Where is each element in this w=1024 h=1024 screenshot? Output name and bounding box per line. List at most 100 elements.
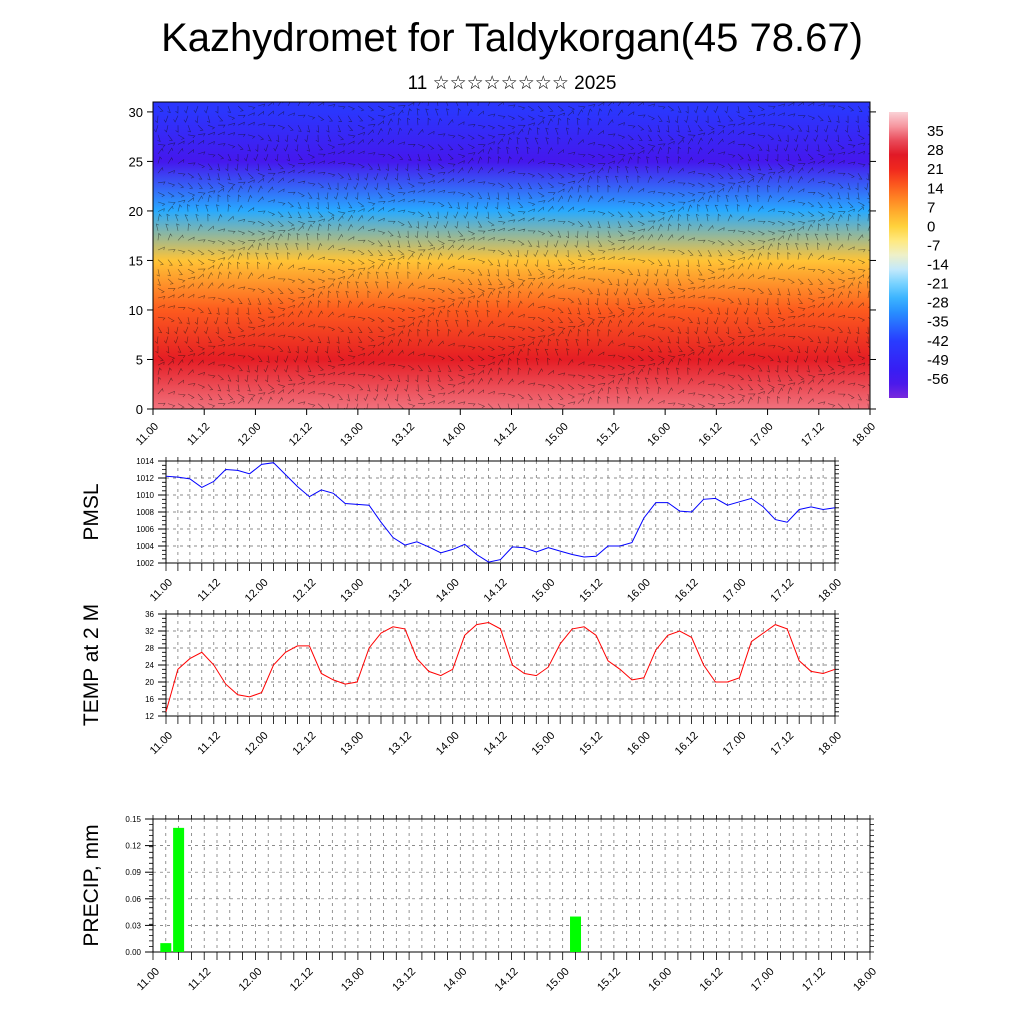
x-tick-label: 13.12 <box>386 730 414 758</box>
x-tick-label: 17.00 <box>721 730 749 758</box>
colorbar-label: -7 <box>927 237 940 254</box>
precip-bar <box>173 827 185 952</box>
colorbar-label: 21 <box>927 161 944 178</box>
x-tick-label: 13.00 <box>338 730 366 758</box>
x-tick-label: 11.00 <box>135 966 162 993</box>
x-tick-label: 13.00 <box>338 421 366 449</box>
wind-barb-row <box>157 136 870 153</box>
x-tick-label: 14.00 <box>441 966 469 994</box>
y-tick-label: 0.09 <box>125 868 141 877</box>
y-tick-label: 0.00 <box>125 948 141 957</box>
y-axis-label: TEMP at 2 M <box>80 604 103 726</box>
x-tick-label: 12.00 <box>237 966 265 994</box>
x-tick-label: 16.12 <box>673 577 701 605</box>
y-tick-label: 0.15 <box>125 815 141 824</box>
colorbar-label: 7 <box>927 199 935 216</box>
wind-barb-row <box>154 107 870 124</box>
x-tick-label: 16.12 <box>698 966 726 994</box>
colorbar-label: -14 <box>927 257 949 274</box>
x-tick-label: 16.00 <box>645 421 673 449</box>
wind-barb-row <box>157 146 870 162</box>
wind-barb-row <box>157 367 870 383</box>
wind-barb-row <box>155 223 870 239</box>
precip-bar <box>570 916 582 952</box>
y-tick-label: 36 <box>145 610 154 619</box>
x-tick-label: 17.00 <box>721 577 749 605</box>
x-tick-label: 11.12 <box>185 421 212 448</box>
x-tick-label: 17.12 <box>768 577 796 605</box>
y-tick-label: 10 <box>129 303 143 318</box>
colorbar-label: 0 <box>927 218 935 235</box>
y-tick-label: 1002 <box>136 559 154 568</box>
axis-ticks <box>162 457 839 571</box>
x-tick-label: 12.12 <box>291 730 319 758</box>
y-tick-label: 1012 <box>136 474 154 483</box>
wind-barb-row <box>157 251 870 268</box>
y-tick-label: 24 <box>145 661 154 670</box>
wind-barb-row <box>157 309 870 325</box>
y-tick-label: 1014 <box>136 457 154 466</box>
y-tick-label: 1010 <box>136 491 154 500</box>
x-tick-label: 11.00 <box>148 577 175 604</box>
x-tick-label: 17.12 <box>799 421 827 449</box>
wind-barb-row <box>157 165 870 181</box>
y-tick-label: 32 <box>145 627 154 636</box>
x-tick-label: 15.00 <box>529 577 557 605</box>
x-tick-label: 13.12 <box>390 966 418 994</box>
colorbar-label: 28 <box>927 142 944 159</box>
wind-barb-row <box>157 376 870 393</box>
x-tick-label: 17.00 <box>748 421 776 449</box>
wind-barb-row <box>157 232 870 248</box>
x-tick-label: 14.12 <box>482 577 510 605</box>
y-tick-label: 1006 <box>136 525 154 534</box>
x-tick-label: 17.00 <box>749 966 777 994</box>
wind-barb-row <box>155 338 870 354</box>
precip-panel: 0.00 0.03 0.06 0.09 0.12 0.15 11.00 11.12 12.00 1… <box>80 815 879 994</box>
wind-barb-row <box>157 175 869 191</box>
y-axis-label: PRECIP, mm <box>80 824 103 946</box>
wind-barb-row <box>157 194 870 210</box>
wind-barb-row <box>157 319 869 335</box>
series-line <box>165 621 836 712</box>
chart-subtitle: 11 ☆☆☆☆☆☆☆☆ 2025 <box>407 73 617 94</box>
x-tick-label: 11.12 <box>186 966 213 993</box>
y-tick-label: 0.12 <box>125 842 141 851</box>
temperature-cross-section: 0 5 10 15 20 25 30 11.00 11.12 12.00 12.12 13.00 13.… <box>129 101 878 449</box>
y-tick-label: 0.03 <box>125 921 141 930</box>
colorbar-label: -21 <box>927 276 949 293</box>
wind-barb-row <box>157 299 870 316</box>
y-tick-label: 1004 <box>136 542 154 551</box>
wind-barb-row <box>157 271 870 287</box>
y-tick-label: 15 <box>129 253 143 268</box>
y-tick-label: 16 <box>145 695 154 704</box>
x-tick-label: 15.00 <box>544 966 572 994</box>
x-tick-label: 15.12 <box>577 730 605 758</box>
colorbar-label: 35 <box>927 123 944 140</box>
y-tick-label: 30 <box>129 105 143 120</box>
x-tick-label: 15.00 <box>529 730 557 758</box>
x-tick-label: 16.12 <box>697 421 725 449</box>
x-tick-label: 15.12 <box>594 421 622 449</box>
axis-ticks <box>149 815 874 960</box>
series-line <box>165 462 836 563</box>
x-tick-label: 18.00 <box>816 577 844 605</box>
axis-ticks <box>162 610 839 724</box>
x-tick-label: 14.00 <box>440 421 468 449</box>
y-axis-label: PMSL <box>80 483 103 540</box>
x-tick-label: 17.12 <box>800 966 828 994</box>
y-tick-label: 0.06 <box>125 895 141 904</box>
grid-path <box>165 460 836 564</box>
x-tick-label: 13.00 <box>338 577 366 605</box>
temp-panel: 12 16 20 24 28 32 36 11.00 11.12 12.00 12.12 13.00 1… <box>80 604 844 758</box>
x-tick-label: 17.12 <box>768 730 796 758</box>
x-tick-label: 11.00 <box>148 730 175 757</box>
x-tick-label: 11.12 <box>196 577 223 604</box>
x-tick-label: 12.00 <box>236 421 264 449</box>
x-tick-label: 14.12 <box>493 966 521 994</box>
x-tick-label: 13.00 <box>339 966 367 994</box>
gridlines <box>165 460 836 564</box>
x-tick-label: 16.00 <box>625 730 653 758</box>
x-tick-label: 12.12 <box>291 577 319 605</box>
y-tick-label: 1008 <box>136 508 154 517</box>
